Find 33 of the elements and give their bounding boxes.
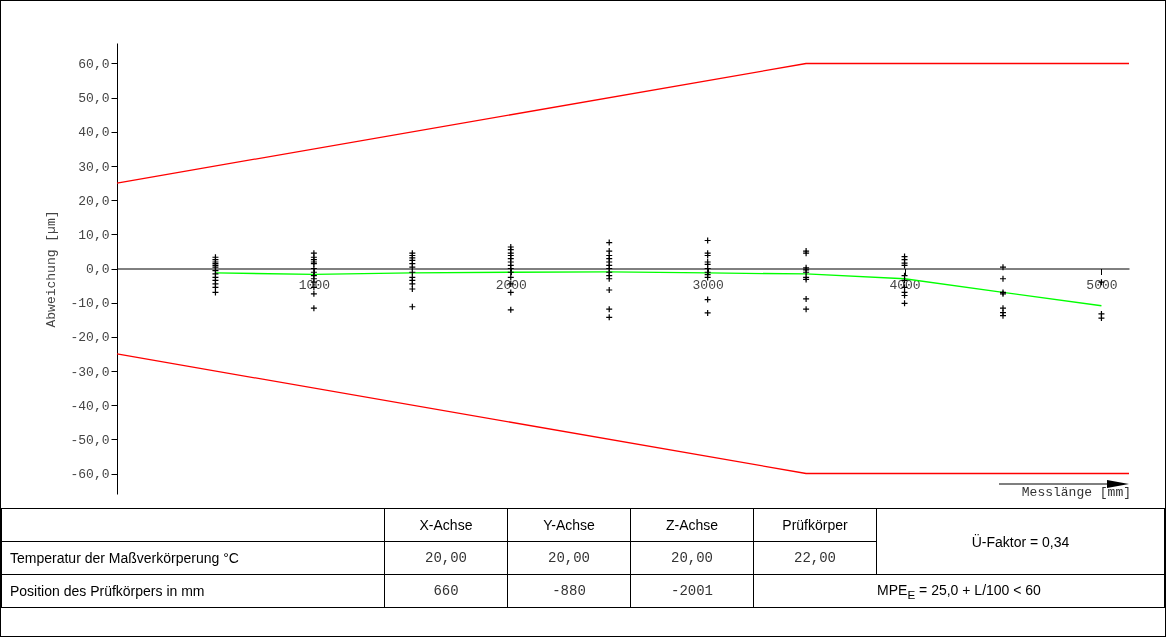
y-tick-label: 10,0	[78, 227, 110, 243]
text: 20,00	[384, 541, 508, 575]
text: X-Achse	[384, 508, 508, 542]
y-tick-label: -60,0	[70, 467, 110, 482]
text: Ü-Faktor = 0,34	[876, 508, 1165, 575]
text: 660	[384, 574, 508, 608]
x-tick-label: 3000	[692, 278, 724, 293]
text: -2001	[630, 574, 754, 608]
y-tick-label: 20,0	[78, 193, 110, 209]
x-tick-label: 2000	[495, 278, 527, 293]
text: Z-Achse	[630, 508, 754, 542]
y-tick-label: 60,0	[78, 57, 110, 72]
y-tick-label: -50,0	[70, 432, 110, 448]
y-axis-title: Abweichung [µm]	[44, 210, 60, 328]
y-tick-label: -40,0	[70, 398, 110, 414]
x-axis-title: Messlänge [mm]	[1021, 485, 1131, 500]
text: MPE$_{E}$ = 25,0 + L/100 < 60	[753, 574, 1165, 608]
y-tick-label: -20,0	[70, 330, 110, 346]
text: Prüfkörper	[753, 508, 877, 542]
y-tick-label: -10,0	[70, 296, 110, 312]
text: Temperatur der Maßverkörperung °C	[1, 541, 385, 575]
y-tick-label: 40,0	[78, 125, 110, 141]
y-tick-label: 50,0	[78, 91, 110, 107]
y-tick-label: 30,0	[78, 159, 110, 175]
y-tick-label: 0,0	[86, 262, 110, 277]
y-tick-label: -30,0	[70, 364, 110, 380]
text: 22,00	[753, 541, 877, 575]
text: Y-Achse	[507, 508, 631, 542]
text: 20,00	[630, 541, 754, 575]
text: Position des Prüfkörpers in mm	[1, 574, 385, 608]
x-tick-label: 5000	[1086, 278, 1118, 293]
text: -880	[507, 574, 631, 608]
text: 20,00	[507, 541, 631, 575]
